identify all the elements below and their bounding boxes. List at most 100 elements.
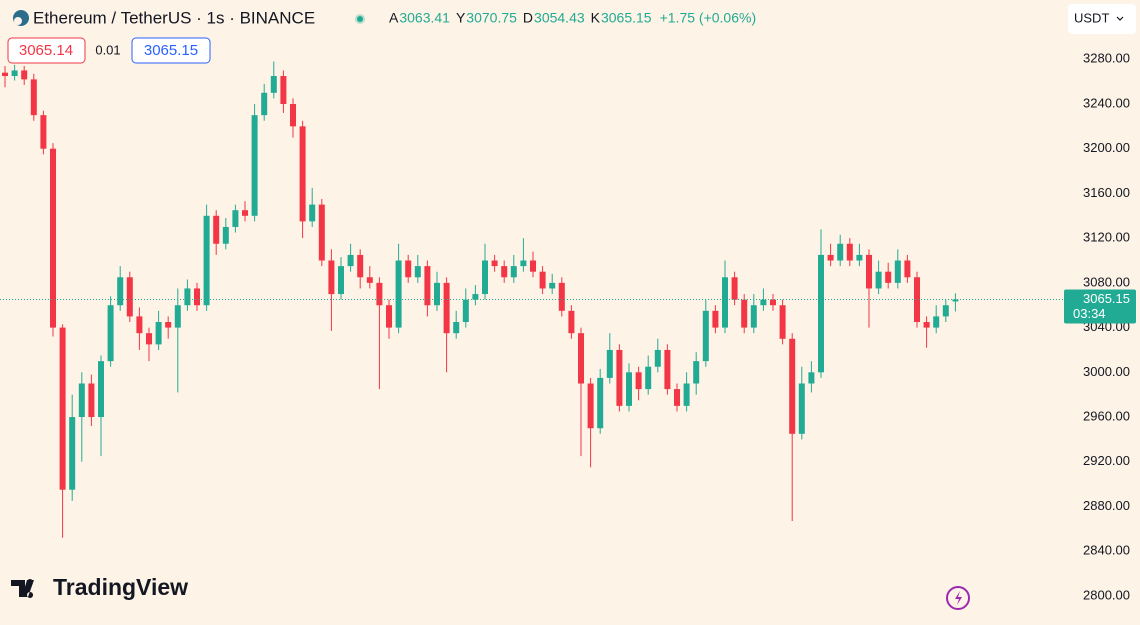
candle-body [664, 349, 671, 390]
candle-body [578, 333, 584, 384]
candle-body [376, 282, 383, 306]
y-tick-label: 2840.00 [1083, 543, 1130, 558]
spread: 0.01 [95, 42, 120, 57]
ohlc-label: D [523, 10, 533, 26]
candle-body [366, 277, 373, 283]
countdown: 03:34 [1073, 306, 1106, 321]
candle-body [837, 243, 844, 261]
candle-body [405, 260, 412, 278]
lightning-button[interactable] [946, 586, 970, 610]
candle-body [923, 322, 930, 328]
candle-body [510, 266, 517, 278]
ohlc-value: 3063.41 [399, 10, 450, 26]
candle-body [827, 254, 834, 261]
change: +1.75 (+0.06%) [660, 10, 757, 26]
candle-body [222, 226, 229, 244]
price-tag [1064, 289, 1136, 324]
symbol-title[interactable]: Ethereum / TetherUS · 1s · BINANCE [33, 8, 315, 27]
candle-body [290, 103, 296, 127]
sell-button[interactable] [7, 37, 86, 64]
candle-body [328, 260, 335, 295]
candle-body [654, 349, 661, 367]
y-tick-label: 3120.00 [1083, 230, 1130, 245]
candle-body [635, 372, 642, 390]
ohlc-value: 3065.15 [601, 10, 652, 26]
candle-body [645, 366, 652, 390]
candle-body [549, 282, 556, 289]
candle-body [789, 338, 796, 434]
candle-body [11, 70, 18, 77]
candle-body [30, 79, 37, 116]
candle-body [462, 299, 469, 323]
candle-body [232, 210, 239, 227]
candle-body [904, 260, 911, 278]
y-tick-label: 3080.00 [1083, 274, 1130, 289]
candle-body [395, 260, 402, 328]
candle-body [453, 322, 460, 334]
currency-button[interactable] [1068, 4, 1136, 34]
candle-body [674, 389, 680, 406]
candle-body [251, 115, 258, 216]
ohlc-label: Y [456, 10, 466, 26]
candle-body [952, 299, 959, 302]
candle-body [184, 288, 191, 306]
candle-body [568, 310, 575, 334]
candle-body [798, 383, 805, 434]
candle-body [472, 294, 479, 300]
buy-price[interactable]: 3065.15 [144, 42, 198, 59]
y-tick-label: 3000.00 [1083, 364, 1130, 379]
ohlc-label: A [389, 10, 399, 26]
candle-body [434, 282, 440, 306]
brand-logo [11, 580, 34, 598]
candle-body [155, 322, 162, 345]
chevron [1116, 16, 1124, 21]
candle-body [414, 266, 421, 278]
candle-body [491, 260, 498, 267]
candle-body [126, 277, 133, 317]
candle-body [693, 361, 700, 384]
symbol-icon [14, 17, 22, 25]
candle-body [261, 92, 268, 116]
candle-body [69, 417, 76, 490]
candle-body [280, 76, 287, 104]
y-tick-label: 3280.00 [1083, 51, 1130, 66]
y-tick-label: 3240.00 [1083, 95, 1130, 110]
candle-body [78, 383, 85, 418]
y-tick-label: 2880.00 [1083, 498, 1130, 513]
candle-body [309, 204, 316, 222]
ohlc-legend: A 3063.41 Y 3070.75 D 3054.43 K 3065.15 [389, 10, 652, 26]
candle-body [741, 299, 748, 328]
candle-body [2, 72, 8, 77]
y-tick-label: 3200.00 [1083, 140, 1130, 155]
lightning-icon [955, 591, 962, 605]
candle-body [299, 126, 306, 222]
candle-body [50, 148, 56, 328]
candle-body [213, 215, 220, 244]
candle-body [165, 322, 172, 328]
candle-body [597, 377, 604, 429]
y-tick-label: 2800.00 [1083, 587, 1130, 602]
candle-body [587, 383, 594, 429]
buy-button[interactable] [131, 37, 211, 64]
currency[interactable]: USDT [1074, 10, 1109, 25]
candle-body [530, 260, 536, 272]
candle-body [558, 282, 565, 311]
candle-body [40, 115, 47, 149]
ohlc-value: 3054.43 [534, 10, 585, 26]
candle-body [520, 260, 527, 267]
candle-body [616, 349, 623, 406]
candle-body [702, 310, 709, 362]
candle-body [424, 266, 431, 306]
candle-body [357, 254, 364, 278]
candle-body [117, 277, 124, 306]
sell-price[interactable]: 3065.14 [19, 42, 73, 59]
candle-body [722, 277, 728, 328]
candle-body [866, 254, 872, 289]
candle-body [914, 277, 920, 323]
candle-body [203, 215, 210, 306]
candle-body [318, 204, 325, 261]
candle-body [88, 383, 95, 418]
candle-body [750, 305, 757, 328]
brand-logo [27, 579, 33, 585]
